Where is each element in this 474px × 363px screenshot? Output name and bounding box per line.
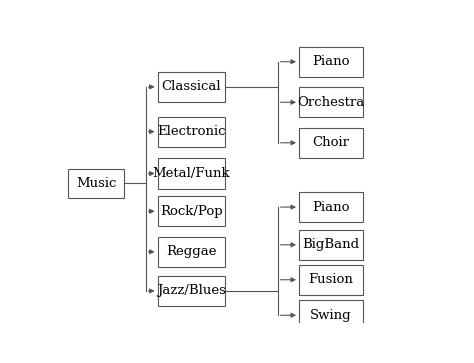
FancyBboxPatch shape (157, 276, 226, 306)
Text: Metal/Funk: Metal/Funk (153, 167, 230, 180)
FancyBboxPatch shape (299, 192, 363, 222)
Text: Choir: Choir (312, 136, 350, 149)
FancyBboxPatch shape (299, 128, 363, 158)
FancyBboxPatch shape (157, 117, 226, 147)
FancyBboxPatch shape (299, 87, 363, 117)
Text: Jazz/Blues: Jazz/Blues (157, 285, 226, 297)
FancyBboxPatch shape (157, 158, 226, 189)
Text: Reggae: Reggae (166, 245, 217, 258)
FancyBboxPatch shape (299, 300, 363, 330)
Text: Swing: Swing (310, 309, 352, 322)
Text: Fusion: Fusion (309, 273, 354, 286)
Text: Rock/Pop: Rock/Pop (160, 205, 223, 218)
FancyBboxPatch shape (299, 46, 363, 77)
FancyBboxPatch shape (157, 196, 226, 227)
FancyBboxPatch shape (299, 265, 363, 295)
Text: Orchestra: Orchestra (298, 96, 365, 109)
Text: BigBand: BigBand (302, 238, 360, 251)
Text: Piano: Piano (312, 201, 350, 213)
Text: Music: Music (76, 177, 116, 190)
FancyBboxPatch shape (299, 230, 363, 260)
FancyBboxPatch shape (157, 237, 226, 267)
Text: Piano: Piano (312, 55, 350, 68)
FancyBboxPatch shape (157, 72, 226, 102)
FancyBboxPatch shape (67, 169, 125, 198)
Text: Electronic: Electronic (157, 125, 226, 138)
Text: Classical: Classical (162, 80, 221, 93)
